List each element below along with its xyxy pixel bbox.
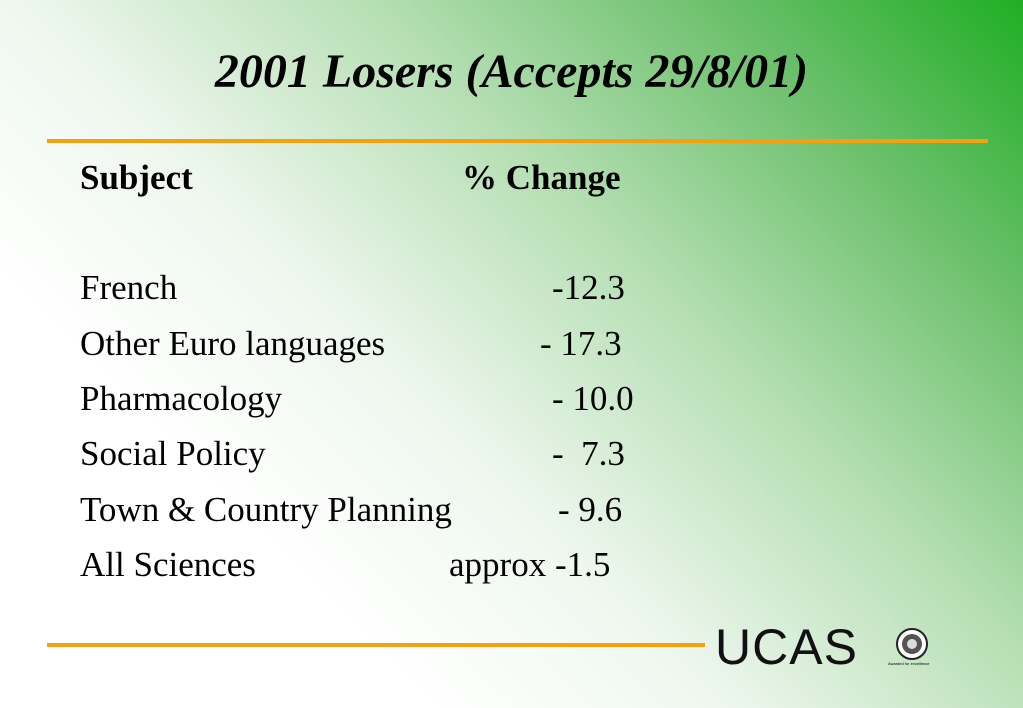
subject-cell: French (80, 268, 178, 307)
logo-text: UCAS (715, 619, 858, 675)
bottom-rule (47, 643, 705, 647)
change-cell: -12.3 (552, 268, 625, 307)
badge-icon (896, 628, 928, 660)
change-cell: - 7.3 (552, 434, 625, 473)
change-cell: - 10.0 (552, 379, 634, 418)
subject-cell: Town & Country Planning (80, 490, 452, 529)
change-cell: - 9.6 (558, 490, 623, 529)
slide-title: 2001 Losers (Accepts 29/8/01) (214, 45, 809, 98)
change-cell: approx -1.5 (449, 545, 611, 584)
header-cell: % Change (462, 158, 621, 197)
subject-cell: Pharmacology (80, 379, 283, 418)
change-cell: - 17.3 (540, 324, 622, 363)
header-cell: Subject (80, 158, 193, 197)
subject-cell: All Sciences (80, 545, 256, 584)
badge-caption: Awarded for excellence (888, 661, 930, 666)
subject-cell: Social Policy (80, 434, 266, 473)
subject-cell: Other Euro languages (80, 324, 386, 363)
top-rule (47, 139, 988, 143)
